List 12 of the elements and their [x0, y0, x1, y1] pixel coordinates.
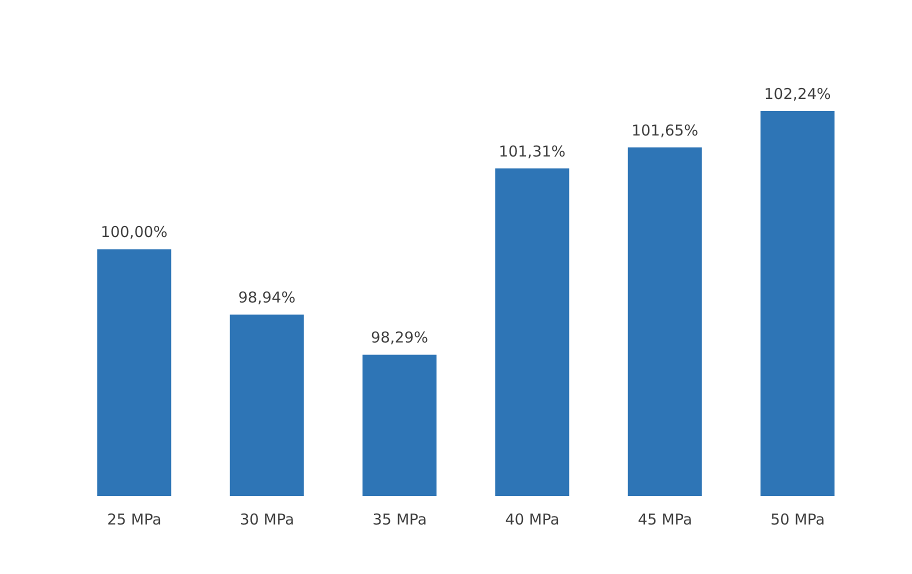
data-label: 101,65%	[631, 121, 698, 140]
x-tick-label: 30 MPa	[240, 510, 294, 529]
data-label: 98,29%	[370, 328, 428, 347]
data-label: 102,24%	[764, 85, 831, 103]
data-label: 98,94%	[238, 288, 296, 307]
x-tick-label: 25 MPa	[107, 510, 162, 529]
x-tick-label: 35 MPa	[372, 510, 427, 529]
data-label: 100,00%	[100, 223, 168, 242]
x-tick-label: 45 MPa	[638, 510, 692, 529]
x-tick-label: 40 MPa	[505, 510, 560, 529]
data-label: 101,31%	[498, 142, 566, 160]
x-tick-label: 50 MPa	[770, 510, 825, 529]
